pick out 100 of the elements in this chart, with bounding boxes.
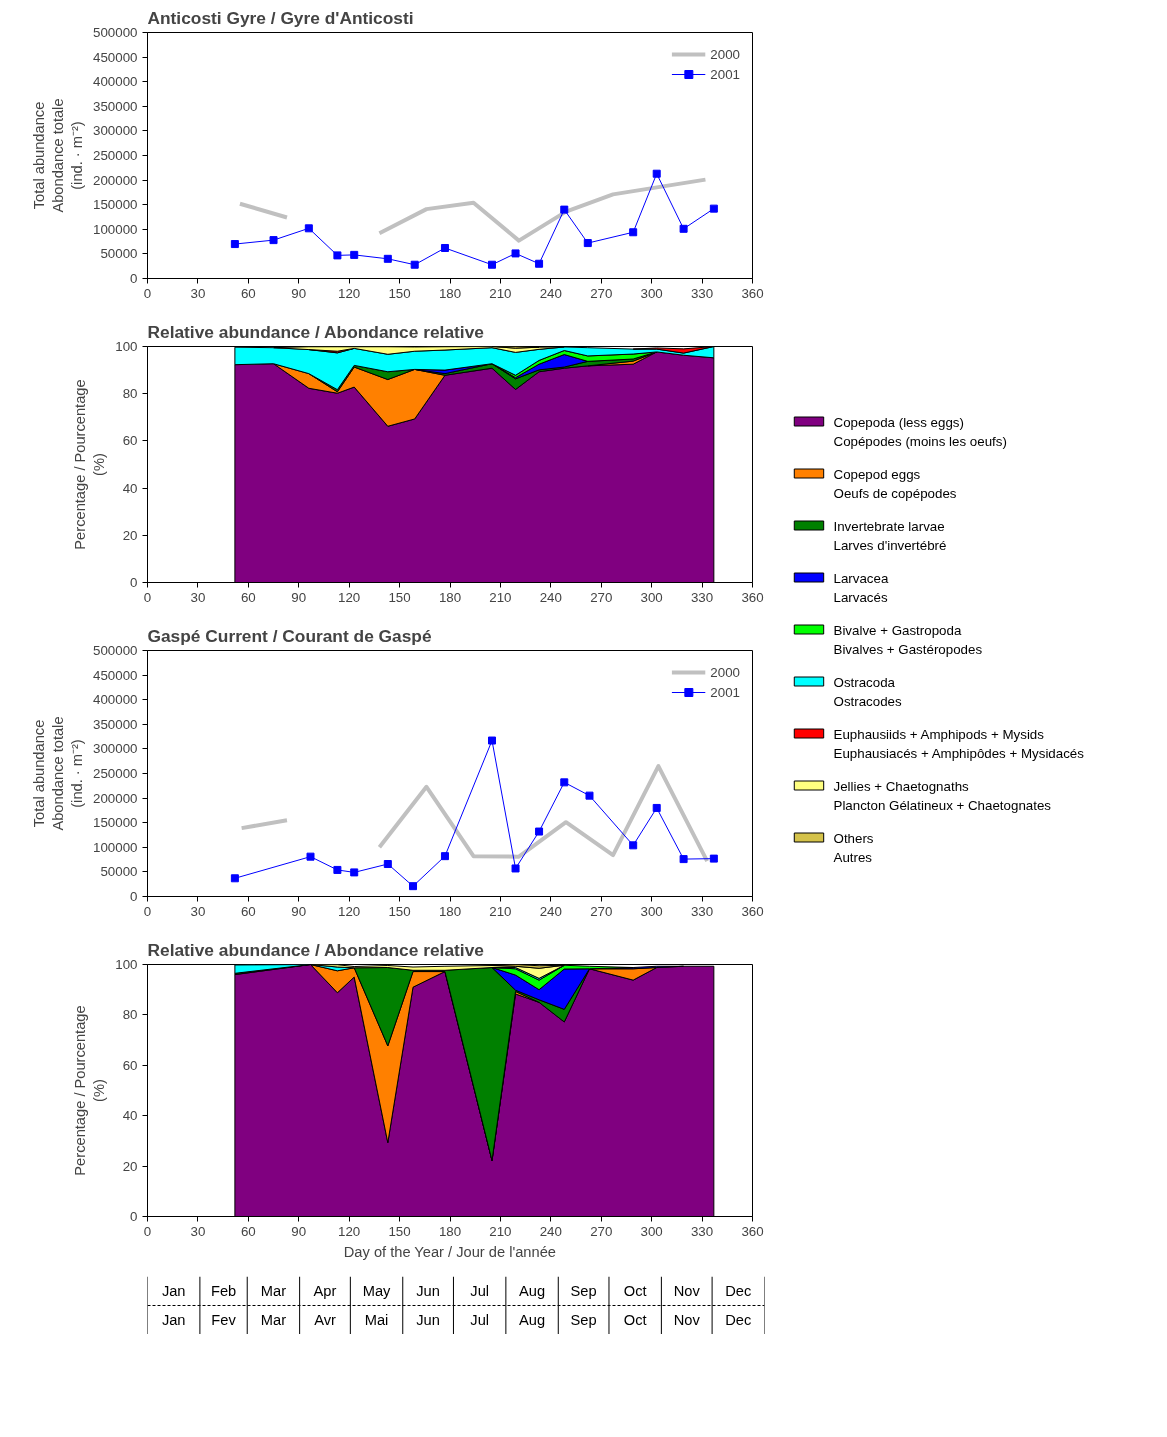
y-tick-label: 0 <box>130 575 138 590</box>
text: Mar <box>260 1312 287 1328</box>
x-tick-label: 360 <box>741 903 764 919</box>
y-tick-label: 80 <box>122 1007 138 1023</box>
chart-title: Relative abundance / Abondance relative <box>147 939 485 960</box>
chart-title: Gaspé Current / Courant de Gaspé <box>147 625 432 646</box>
y-tick-label: 100000 <box>93 221 138 237</box>
x-tick-label: 180 <box>438 1223 462 1239</box>
legend-label: Larvacea Larvacés <box>833 570 889 605</box>
x-tick-label: 150 <box>388 903 411 919</box>
y-tick-label: 20 <box>122 527 138 543</box>
chart-title: Relative abundance / Abondance relative <box>147 321 485 342</box>
x-tick-label: 360 <box>741 285 764 301</box>
x-tick-label: 150 <box>388 1223 411 1239</box>
point <box>560 778 569 787</box>
x-tick-label: 330 <box>690 589 714 605</box>
x-tick-label: 60 <box>240 285 256 301</box>
x-tick-label: 360 <box>741 589 764 605</box>
x-tick-label: 270 <box>590 589 613 605</box>
y-tick-label: 500000 <box>93 643 138 658</box>
point <box>511 864 520 873</box>
point <box>440 244 449 252</box>
x-tick-label: 30 <box>190 1223 206 1239</box>
x-tick-label: 60 <box>240 903 256 919</box>
point <box>652 169 661 178</box>
y-tick-label: 150000 <box>93 197 138 213</box>
x-tick-label: 30 <box>190 285 206 301</box>
legend-label: Copepod eggs Oeufs de copépodes <box>833 466 957 501</box>
x-tick-label: 60 <box>240 589 256 605</box>
x-tick-label: 330 <box>690 903 714 919</box>
x-tick-label: 180 <box>438 903 462 919</box>
x-tick-label: 30 <box>190 903 206 919</box>
text: Fev <box>211 1312 237 1328</box>
x-tick-label: 210 <box>489 1223 512 1239</box>
x-tick-label: 360 <box>741 1223 764 1239</box>
text: Dec <box>725 1312 752 1328</box>
point <box>585 791 594 800</box>
y-tick-label: 100 <box>115 339 138 354</box>
x-tick-label: 240 <box>539 285 562 301</box>
y-tick-label: 0 <box>130 271 138 286</box>
point <box>409 882 418 891</box>
point <box>629 841 638 850</box>
chart-title: Anticosti Gyre / Gyre d'Anticosti <box>147 7 414 28</box>
point <box>679 224 688 233</box>
text: Feb <box>210 1283 237 1299</box>
point <box>488 260 497 269</box>
y-tick-label: 250000 <box>93 766 138 781</box>
legend-label: 2000 <box>710 46 740 62</box>
x-tick-label: 120 <box>338 1223 361 1239</box>
point <box>652 803 661 812</box>
point <box>230 240 239 249</box>
x-tick-label: 0 <box>143 589 152 605</box>
text: Nov <box>673 1283 701 1299</box>
y-tick-label: 50000 <box>100 864 138 880</box>
point <box>709 854 718 863</box>
point <box>383 860 392 869</box>
x-tick-label: 150 <box>388 285 411 301</box>
y-tick-label: 40 <box>122 1108 138 1124</box>
x-tick-label: 300 <box>640 285 663 301</box>
text: Avr <box>314 1312 336 1328</box>
point <box>440 852 449 861</box>
x-tick-label: 210 <box>489 903 512 919</box>
text: Mai <box>364 1312 389 1328</box>
x-tick-label: 30 <box>190 589 206 605</box>
point <box>511 249 520 258</box>
text: Aug <box>519 1283 546 1299</box>
x-tick-label: 180 <box>438 589 462 605</box>
legend-label: 2000 <box>710 664 740 680</box>
point <box>535 827 544 836</box>
y-tick-label: 450000 <box>93 49 138 65</box>
x-tick-label: 210 <box>489 285 512 301</box>
x-tick-label: 240 <box>539 589 562 605</box>
x-axis-title: Day of the Year / Jour de l'année <box>343 1243 556 1260</box>
y-tick-label: 350000 <box>93 716 138 732</box>
text: Jan <box>161 1312 186 1328</box>
y-tick-label: 350000 <box>93 98 138 114</box>
text: Jun <box>416 1312 440 1328</box>
y-tick-label: 60 <box>122 433 138 449</box>
x-tick-label: 300 <box>640 903 663 919</box>
x-tick-label: 0 <box>143 1223 152 1239</box>
x-tick-label: 90 <box>291 903 307 919</box>
y-tick-label: 250000 <box>93 148 138 163</box>
y-tick-label: 80 <box>122 386 138 402</box>
y-tick-label: 50000 <box>100 246 138 262</box>
x-tick-label: 120 <box>338 285 361 301</box>
text: Dec <box>725 1283 752 1299</box>
legend-label: Jellies + Chaetognaths Plancton Gélatineux + Chaetognates <box>833 778 1052 813</box>
legend-label: Copepoda (less eggs) Copépodes (moins les oeufs) <box>833 414 1007 449</box>
x-tick-label: 270 <box>590 285 613 301</box>
text: Sep <box>570 1283 597 1299</box>
y-tick-label: 100 <box>115 957 138 972</box>
text: Nov <box>673 1312 701 1328</box>
y-tick-label: 300000 <box>93 123 138 139</box>
point <box>333 865 342 874</box>
x-tick-label: 270 <box>590 1223 613 1239</box>
y-tick-label: 500000 <box>93 25 138 40</box>
legend-label: Ostracoda Ostracodes <box>833 674 902 709</box>
y-tick-label: 400000 <box>93 74 138 90</box>
x-tick-label: 90 <box>291 1223 307 1239</box>
y-tick-label: 450000 <box>93 667 138 683</box>
